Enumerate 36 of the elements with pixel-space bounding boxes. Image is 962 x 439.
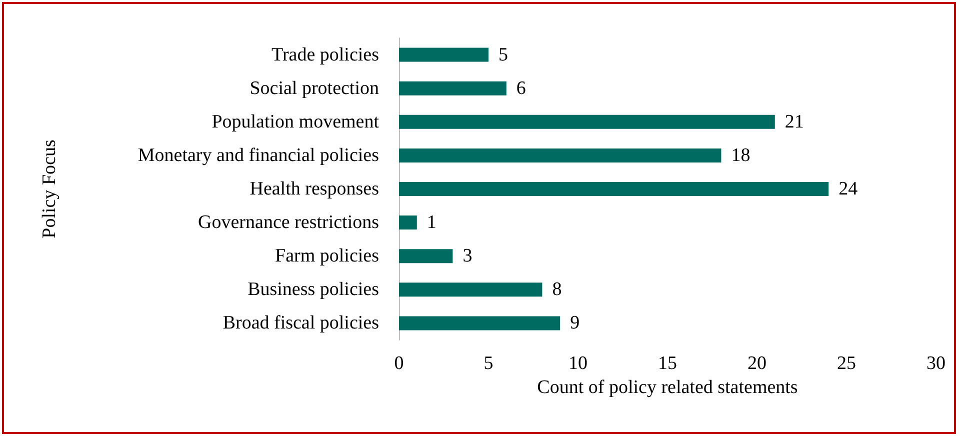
x-tick-label: 25 [837, 353, 856, 374]
bar [399, 282, 542, 297]
bar [399, 81, 506, 96]
bar [399, 114, 775, 129]
y-tick-label: Trade policies [272, 44, 379, 66]
data-label: 1 [426, 212, 436, 234]
x-tick-label: 20 [748, 353, 766, 374]
data-label: 9 [570, 312, 580, 334]
bar [399, 316, 560, 330]
data-label: 18 [731, 144, 750, 166]
bar [399, 249, 453, 264]
bar [399, 216, 417, 230]
bar [399, 148, 722, 162]
y-tick-label: Health responses [250, 178, 379, 200]
x-tick-label: 5 [484, 353, 494, 374]
y-tick-label: Governance restrictions [198, 212, 379, 234]
x-tick-label: 10 [568, 353, 588, 374]
data-label: 6 [516, 78, 526, 99]
data-label: 24 [838, 178, 858, 200]
x-tick-label: 15 [658, 353, 677, 374]
y-tick-label: Monetary and financial policies [138, 144, 379, 166]
x-tick-label: 0 [394, 353, 404, 374]
y-tick-label: Farm policies [275, 246, 379, 267]
y-tick-label: Social protection [250, 78, 380, 99]
data-label: 3 [462, 246, 472, 267]
data-label: 5 [498, 44, 508, 66]
data-label: 21 [784, 111, 804, 132]
bar [399, 182, 829, 196]
x-tick-label: 30 [926, 353, 946, 374]
bar [399, 48, 488, 62]
data-label: 8 [552, 279, 562, 300]
x-axis-title: Count of policy related statements [537, 377, 798, 398]
y-tick-label: Broad fiscal policies [222, 312, 379, 334]
y-tick-label: Population movement [212, 111, 380, 132]
y-axis-title: Policy Focus [39, 140, 60, 238]
y-tick-label: Business policies [248, 279, 379, 300]
